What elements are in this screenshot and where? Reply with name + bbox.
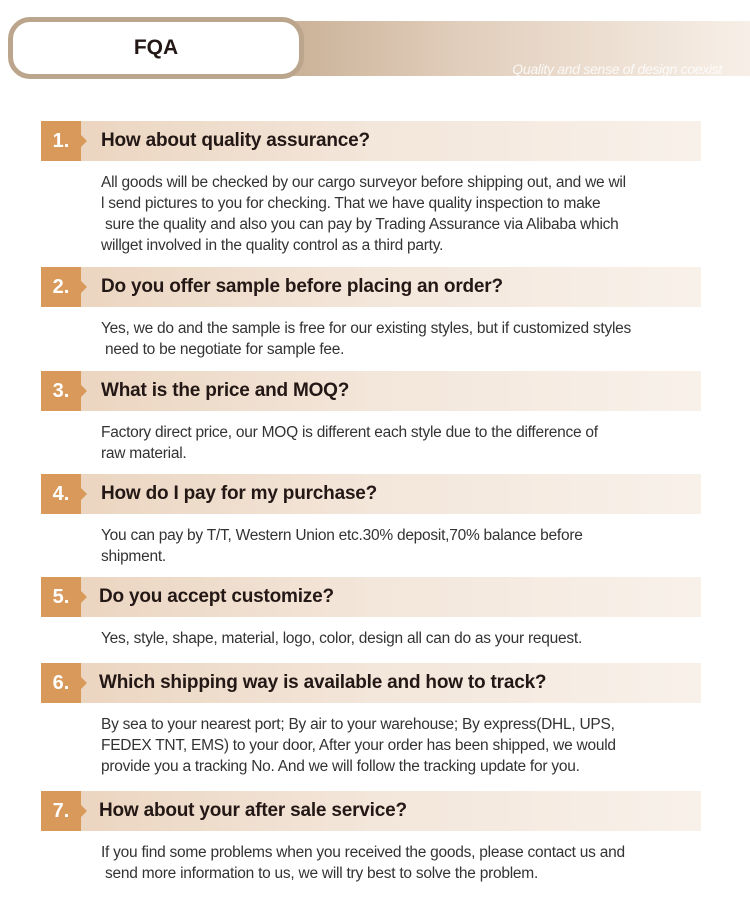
faq-answer: All goods will be checked by our cargo s… [101,172,626,256]
answer-line: send more information to us, we will try… [101,865,539,882]
faq-question-bar: 6. Which shipping way is available and ho… [41,663,701,703]
question-text: Which shipping way is available and how … [99,672,547,693]
answer-line: Yes, we do and the sample is free for ou… [101,320,632,337]
answer-line: l send pictures to you for checking. Tha… [101,195,601,212]
faq-question-bar: 3. What is the price and MOQ? [41,371,701,411]
faq-question-bar: 2. Do you offer sample before placing an … [41,267,701,307]
answer-line: If you find some problems when you recei… [101,844,625,861]
question-text: Do you accept customize? [99,586,334,607]
question-number: 7. [41,791,87,831]
question-number: 6. [41,663,87,703]
faq-answer: You can pay by T/T, Western Union etc.30… [101,525,583,567]
header-tagline: Quality and sense of design coexist [512,61,722,77]
header-band: Quality and sense of design coexist [280,21,750,77]
answer-line: raw material. [101,445,187,462]
question-number: 2. [41,267,87,307]
faq-question-bar: 1. How about quality assurance? [41,121,701,161]
header-title-pill: FQA [8,17,304,79]
answer-line: Factory direct price, our MOQ is differe… [101,424,598,441]
answer-line: willget involved in the quality control … [101,237,444,254]
question-text: What is the price and MOQ? [101,380,350,401]
question-text: How about your after sale service? [99,800,407,821]
answer-line: need to be negotiate for sample fee. [101,341,345,358]
question-text: How about quality assurance? [101,130,370,151]
answer-line: FEDEX TNT, EMS) to your door, After your… [101,737,616,754]
answer-line: By sea to your nearest port; By air to y… [101,716,615,733]
faq-answer: By sea to your nearest port; By air to y… [101,714,616,777]
faq-answer: Factory direct price, our MOQ is differe… [101,422,598,464]
faq-answer: Yes, we do and the sample is free for ou… [101,318,631,360]
faq-question-bar: 4. How do I pay for my purchase? [41,474,701,514]
faq-answer: If you find some problems when you recei… [101,842,625,884]
faq-answer: Yes, style, shape, material, logo, color… [101,628,582,649]
question-number: 5. [41,577,87,617]
answer-line: You can pay by T/T, Western Union etc.30… [101,527,583,544]
question-number: 4. [41,474,87,514]
question-number: 3. [41,371,87,411]
page-title: FQA [133,36,179,59]
answer-line: All goods will be checked by our cargo s… [101,174,626,191]
question-text: Do you offer sample before placing an or… [101,276,503,297]
answer-line: shipment. [101,548,166,565]
answer-line: Yes, style, shape, material, logo, color… [101,630,583,647]
faq-question-bar: 7. How about your after sale service? [41,791,701,831]
answer-line: provide you a tracking No. And we will f… [101,758,580,775]
answer-line: sure the quality and also you can pay by… [101,216,619,233]
question-text: How do I pay for my purchase? [101,483,378,504]
question-number: 1. [41,121,87,161]
faq-question-bar: 5. Do you accept customize? [41,577,701,617]
